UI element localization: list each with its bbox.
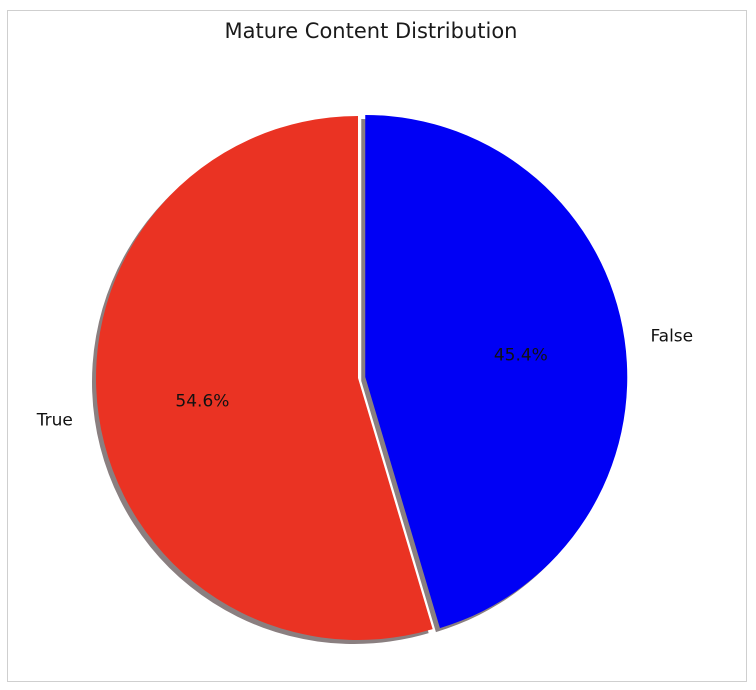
category-label-false: False [650,326,693,346]
category-label-true: True [36,411,73,431]
pct-label-true: 54.6% [175,392,229,412]
chart-title: Mature Content Distribution [224,19,517,43]
pct-label-false: 45.4% [494,345,548,365]
slice-true [96,116,433,640]
slice-false [365,114,628,629]
pie-slices [96,114,628,640]
pie-labels: 54.6% True 45.4% False [36,326,693,430]
